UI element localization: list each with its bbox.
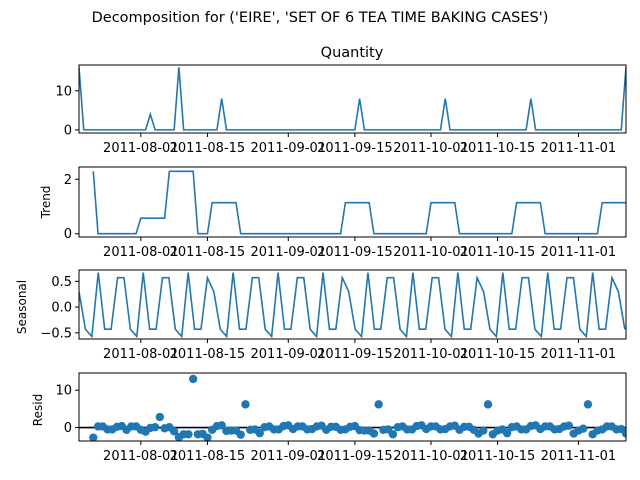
seasonal-ytick-label: 0.0: [51, 301, 72, 316]
quantity-axes-frame: [78, 64, 627, 134]
seasonal-ytick-label: −0.5: [40, 326, 72, 341]
trend-ylabel: Trend: [39, 186, 53, 220]
trend-xtick-label: 2011-09-01: [251, 245, 327, 260]
resid-point: [188, 374, 198, 384]
trend-ytick-label: 0: [64, 227, 72, 242]
quantity-xtick-label: 2011-09-15: [317, 141, 393, 156]
quantity-xtick-label: 2011-10-15: [460, 141, 536, 156]
seasonal-xtick-label: 2011-10-01: [393, 347, 469, 362]
resid-point: [621, 429, 626, 438]
resid-xtick-label: 2011-08-15: [170, 449, 246, 464]
seasonal-xtick-label: 2011-09-15: [317, 347, 393, 362]
resid-point: [374, 400, 383, 409]
seasonal-series-line: [79, 272, 626, 339]
trend-xtick-label: 2011-10-15: [460, 245, 536, 260]
seasonal-xtick-label: 2011-09-01: [251, 347, 327, 362]
resid-xtick-label: 2011-08-01: [103, 449, 179, 464]
trend-xtick-label: 2011-11-01: [541, 245, 617, 260]
quantity-xtick-label: 2011-11-01: [541, 141, 617, 156]
resid-xtick-label: 2011-10-15: [460, 449, 536, 464]
resid-point: [578, 424, 588, 433]
resid-xtick-label: 2011-10-01: [393, 449, 469, 464]
figure-suptitle: Decomposition for ('EIRE', 'SET OF 6 TEA…: [92, 10, 549, 26]
quantity-xtick-label: 2011-08-01: [103, 141, 179, 156]
trend-ytick-label: 2: [64, 173, 72, 188]
resid-point: [502, 428, 512, 438]
quantity-xtick-label: 2011-09-01: [251, 141, 327, 156]
trend-xtick-label: 2011-09-15: [317, 245, 393, 260]
seasonal-axes-frame: [78, 269, 627, 340]
quantity-plot-area: [79, 67, 626, 131]
resid-point: [169, 427, 179, 436]
quantity-ytick-label: 10: [55, 84, 72, 99]
resid-point: [203, 433, 212, 441]
seasonal-ytick-label: 0.5: [51, 275, 72, 290]
seasonal-plot-area: [79, 272, 626, 339]
resid-point: [236, 430, 245, 439]
resid-xtick-label: 2011-11-01: [541, 449, 617, 464]
resid-point: [184, 430, 193, 439]
seasonal-xtick-label: 2011-11-01: [541, 347, 617, 362]
resid-point: [564, 421, 574, 430]
resid-ytick-label: 10: [55, 384, 72, 399]
resid-point: [150, 422, 160, 432]
resid-point: [369, 429, 379, 438]
quantity-series-line: [79, 67, 626, 131]
seasonal-xtick-label: 2011-08-01: [103, 347, 179, 362]
resid-ytick-label: 0: [64, 421, 72, 436]
resid-point: [217, 421, 226, 430]
resid-axes-frame: [78, 372, 627, 442]
seasonal-xtick-label: 2011-10-15: [460, 347, 536, 362]
trend-xtick-label: 2011-10-01: [393, 245, 469, 260]
resid-point: [583, 400, 593, 409]
trend-axes-frame: [78, 166, 627, 238]
seasonal-ylabel: Seasonal: [15, 280, 29, 334]
trend-xtick-label: 2011-08-01: [103, 245, 179, 260]
resid-point: [479, 426, 488, 435]
resid-ylabel: Resid: [31, 394, 45, 426]
resid-xtick-label: 2011-09-01: [251, 449, 327, 464]
trend-series-line: [92, 170, 626, 235]
resid-point: [155, 412, 165, 422]
seasonal-xtick-label: 2011-08-15: [170, 347, 246, 362]
trend-plot-area: [92, 170, 626, 235]
trend-xtick-label: 2011-08-15: [170, 245, 246, 260]
resid-xtick-label: 2011-09-15: [317, 449, 393, 464]
resid-point: [483, 400, 493, 409]
resid-point: [89, 433, 98, 441]
resid-plot-area: [79, 374, 626, 441]
quantity-xtick-label: 2011-08-15: [170, 141, 246, 156]
resid-point: [388, 430, 398, 439]
quantity-panel-title: Quantity: [321, 45, 384, 61]
quantity-ytick-label: 0: [64, 123, 72, 138]
resid-point: [241, 400, 250, 409]
quantity-xtick-label: 2011-10-01: [393, 141, 469, 156]
resid-point: [255, 428, 264, 438]
